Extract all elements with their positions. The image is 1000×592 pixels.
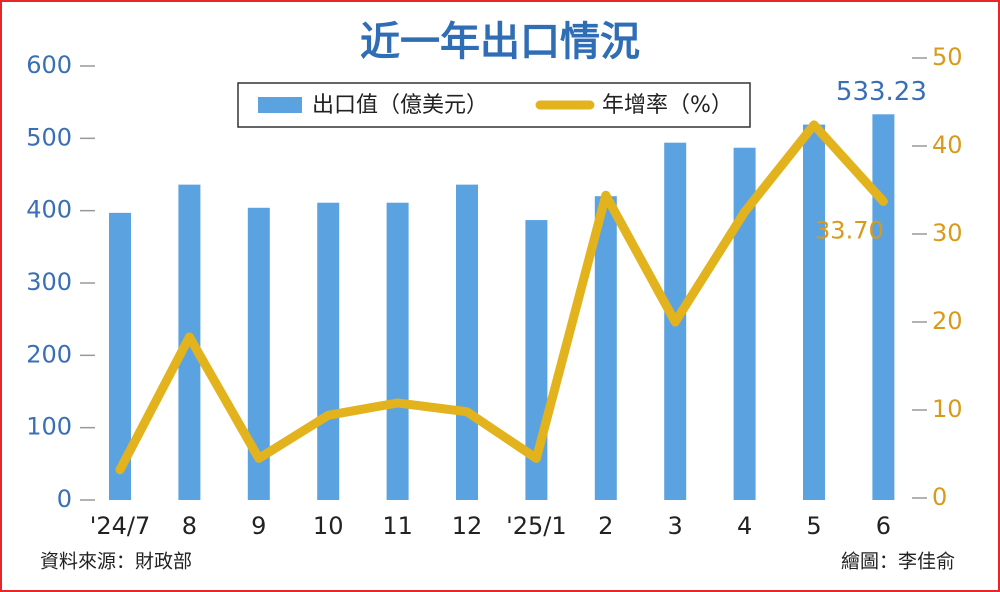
x-tick-label: 12 [452,512,483,540]
x-tick-label: 11 [382,512,413,540]
x-tick-label: 10 [313,512,344,540]
y2-tick-label: 40 [932,131,963,159]
y-tick-label: 0 [57,485,72,513]
bar [594,196,617,500]
legend-label: 年增率（%） [602,93,733,118]
y-tick-label: 100 [26,413,72,441]
bar [456,184,478,501]
x-tick-label: 3 [668,512,683,540]
legend-box [237,82,751,128]
bar [247,207,270,501]
value-label: 33.70 [815,216,884,244]
line [115,120,888,475]
bar [386,202,409,500]
credit: 繪圖：李佳俞 [841,551,955,573]
legend-swatch [258,97,302,113]
source: 資料來源：財政部 [40,551,192,573]
x-tick-label: 8 [182,512,197,540]
chart-title: 近一年出口情況 [360,19,640,65]
bar [109,212,131,500]
x-tick-label: 4 [737,512,752,540]
y2-tick-label: 10 [932,395,963,423]
bar [317,202,340,500]
value-label: 533.23 [836,77,927,107]
bar [803,124,825,500]
y-tick-label: 600 [26,51,72,79]
bar [872,114,895,500]
x-tick-label: 9 [251,512,266,540]
y-tick-label: 500 [26,123,72,151]
y2-tick-label: 50 [932,43,963,71]
x-tick-label: 6 [876,512,891,540]
x-tick-label: 2 [598,512,613,540]
x-tick-label: '25/1 [506,512,567,540]
y-tick-label: 400 [26,196,72,224]
y-tick-label: 200 [26,340,72,368]
y-tick-label: 300 [26,268,72,296]
y2-tick-label: 30 [932,219,963,247]
x-tick-label: 5 [806,512,821,540]
bar [733,147,756,500]
x-tick-label: '24/7 [90,512,151,540]
y2-tick-label: 20 [932,307,963,335]
y2-tick-label: 0 [932,483,947,511]
legend-label: 出口值（億美元） [312,93,488,118]
